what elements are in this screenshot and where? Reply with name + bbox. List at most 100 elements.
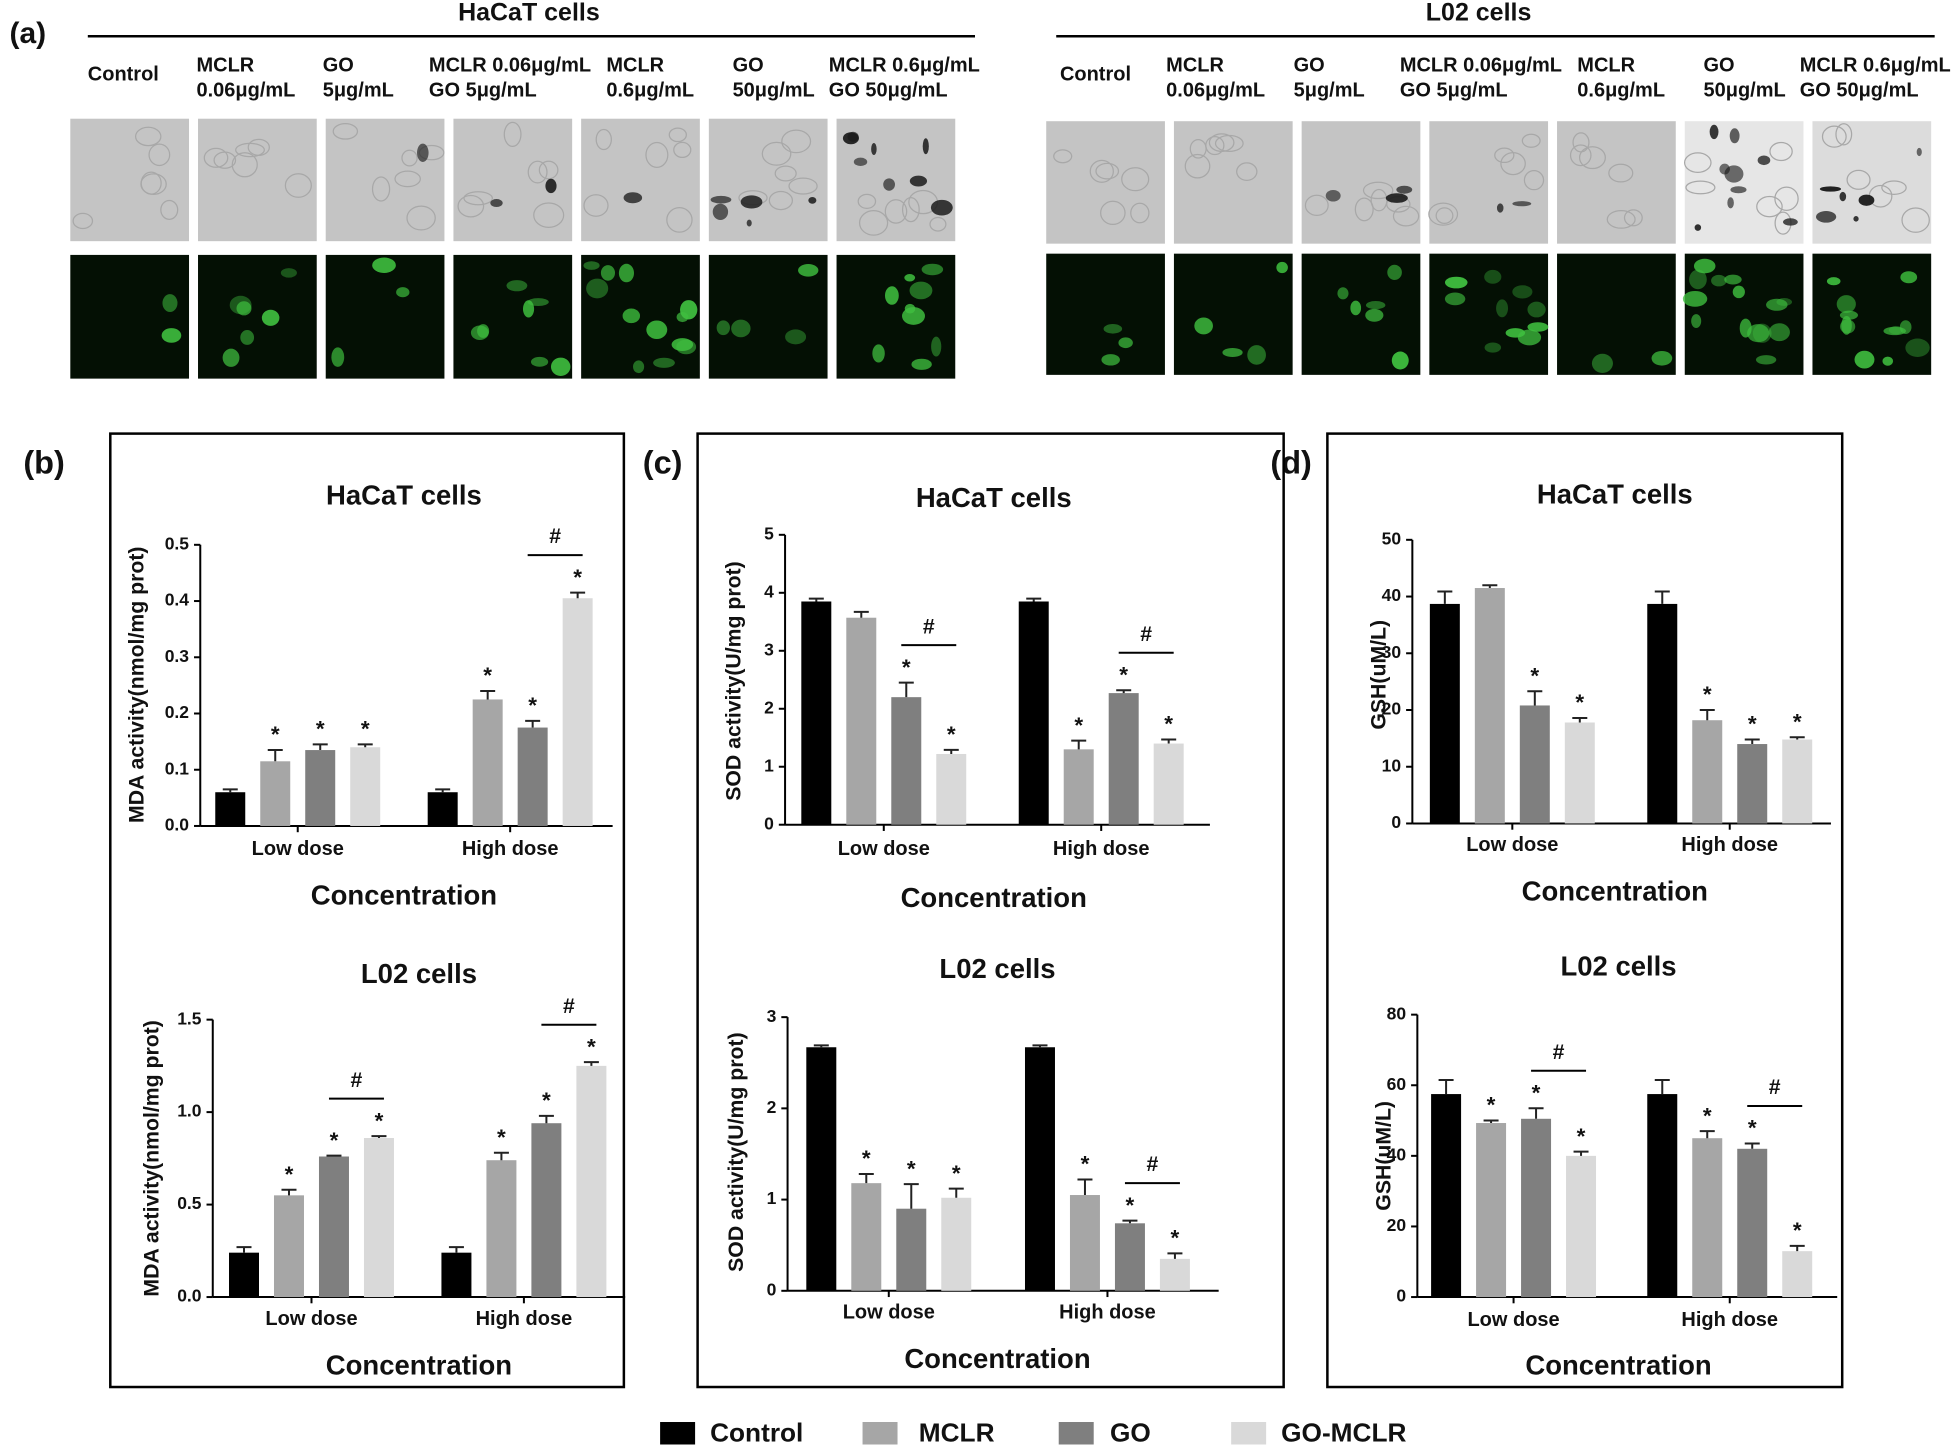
fluorescent-cell <box>931 336 942 357</box>
x-tick-label: Low dose <box>265 1308 357 1330</box>
fluorescent-cell <box>1747 324 1770 343</box>
particle <box>1815 211 1837 223</box>
group-title: L02 cells <box>1426 0 1532 26</box>
fluorescent-cell <box>1900 271 1918 284</box>
error-bar <box>570 591 586 599</box>
error-bar <box>493 1151 509 1161</box>
brightfield-image <box>1812 121 1932 244</box>
error-bar <box>326 1154 342 1157</box>
cell-outline <box>857 193 877 210</box>
bar-series: MCLR** <box>1476 1093 1723 1298</box>
cell-outline <box>1428 202 1459 226</box>
brightfield-image <box>198 118 317 242</box>
cell-outline <box>774 165 797 182</box>
significance-star: * <box>1487 1093 1496 1118</box>
particle <box>1783 218 1798 226</box>
bar-series: GO** <box>318 1088 562 1298</box>
error-bar <box>1161 738 1177 744</box>
y-tick-label: 1.5 <box>177 1008 202 1028</box>
panel-label: (d) <box>1270 444 1311 480</box>
fluorescent-cell <box>911 358 932 370</box>
fluorescent-cell <box>798 264 819 277</box>
y-tick-label: 1 <box>767 1188 777 1208</box>
bar <box>441 1252 472 1298</box>
error-bar <box>1077 1178 1093 1196</box>
particle <box>1396 185 1413 194</box>
cell-outline <box>1494 147 1515 164</box>
error-bar <box>1116 689 1132 694</box>
bar <box>517 727 548 826</box>
cell-outline <box>527 160 548 184</box>
brightfield-image <box>453 118 573 242</box>
cell-outline <box>583 194 609 217</box>
fluorescent-cell <box>1103 324 1123 334</box>
y-tick-label: 0.0 <box>177 1286 201 1306</box>
bar <box>846 617 877 825</box>
fluorescent-cell <box>1444 292 1466 306</box>
significance-star: * <box>1126 1193 1135 1218</box>
significance-star: * <box>1703 682 1712 707</box>
cell-outline <box>781 129 812 154</box>
column-label: Control <box>88 63 159 85</box>
fluorescent-cell <box>1517 329 1542 346</box>
bar <box>1737 1148 1768 1298</box>
significance-star: * <box>947 722 956 747</box>
column-label: GO <box>323 55 354 77</box>
cell-outline <box>134 126 162 147</box>
cell-outline <box>1606 209 1636 229</box>
particle <box>871 142 877 156</box>
error-bar <box>1438 1078 1454 1095</box>
bar <box>1521 1118 1552 1298</box>
chart-title: HaCaT cells <box>326 480 482 511</box>
error-bar <box>858 1173 874 1184</box>
particle <box>417 143 429 163</box>
fluorescent-cell <box>1512 285 1533 299</box>
panel-label: (b) <box>23 444 64 480</box>
significance-star: * <box>375 1108 384 1133</box>
cell-outline <box>1184 153 1211 179</box>
fluorescent-cell <box>622 308 641 324</box>
significance-star: * <box>1530 663 1539 688</box>
fluorescent-cell <box>1101 354 1120 366</box>
cell-outline <box>148 143 171 167</box>
bar <box>1782 1251 1813 1298</box>
cell-outline <box>761 141 792 166</box>
bar <box>1564 722 1595 824</box>
error-bar <box>236 1246 252 1253</box>
significance-star: * <box>542 1088 551 1113</box>
fluorescent-cell <box>872 344 885 363</box>
particle <box>808 197 817 204</box>
bar <box>215 792 246 826</box>
bar <box>1063 749 1094 825</box>
bar <box>1018 601 1049 825</box>
cell-outline <box>1846 169 1871 190</box>
cell-outline <box>1523 170 1545 191</box>
error-bar <box>1032 1044 1048 1048</box>
x-axis-title: Concentration <box>1522 876 1708 907</box>
fluorescent-cell <box>1276 261 1288 274</box>
fluorescent-cell <box>1711 274 1727 287</box>
fluorescent-cell <box>1840 319 1856 334</box>
y-tick-label: 0 <box>1391 812 1401 832</box>
bar <box>576 1065 607 1298</box>
fluorescence-image <box>325 254 445 379</box>
cell-outline <box>503 121 522 148</box>
cell-outline <box>929 216 947 232</box>
particle <box>740 195 763 209</box>
fluorescent-cell <box>901 307 925 325</box>
y-tick-label: 0.5 <box>177 1193 202 1213</box>
fluorescent-cell <box>1724 274 1742 285</box>
bar <box>1476 1123 1507 1298</box>
comparison-label: # <box>351 1068 363 1092</box>
cell-outline <box>1756 195 1783 218</box>
particle <box>1757 155 1771 166</box>
cell-outline <box>533 202 565 228</box>
bar <box>1153 743 1184 825</box>
brightfield-image <box>325 118 445 242</box>
bar-series: GO** <box>1519 663 1768 824</box>
fluorescent-cell <box>909 281 933 300</box>
y-tick-label: 40 <box>1387 1144 1406 1164</box>
error-bar <box>1437 590 1453 604</box>
cell-outline <box>284 173 312 198</box>
error-bar <box>1699 709 1715 721</box>
